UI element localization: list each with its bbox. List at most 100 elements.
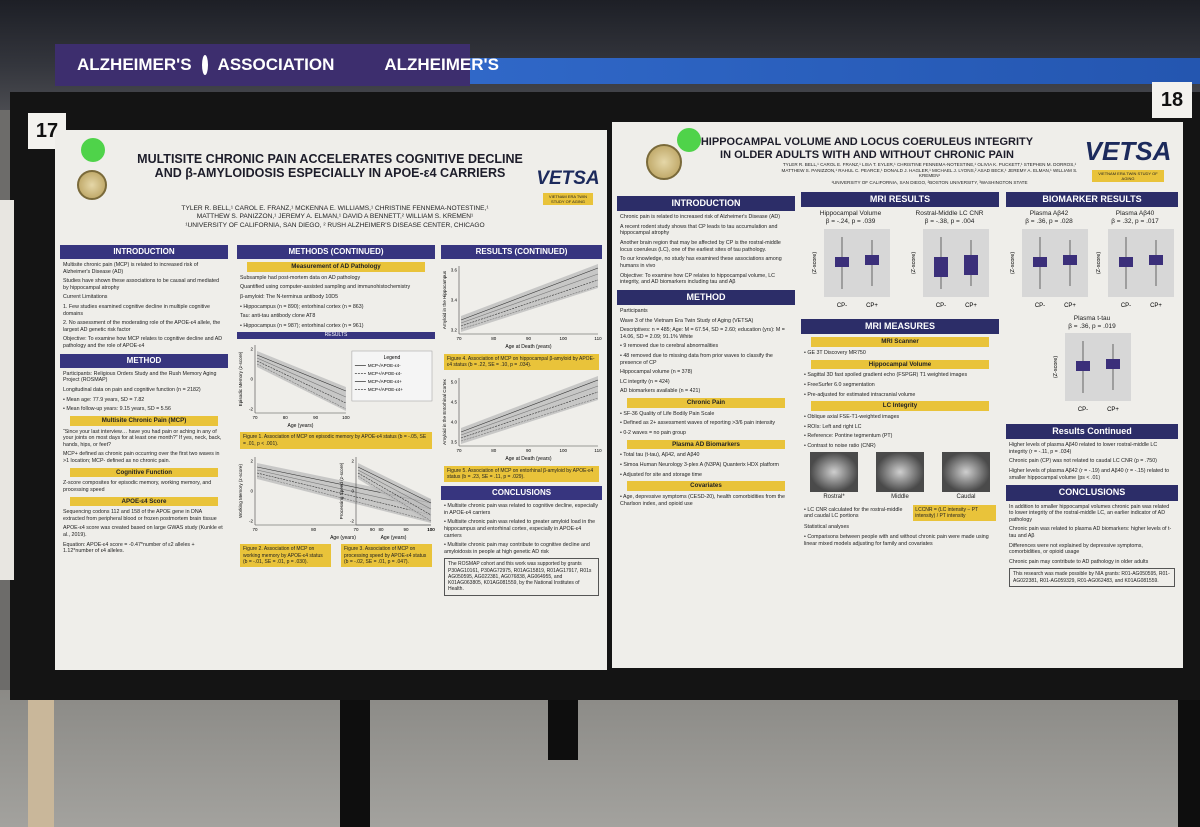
boxplot-panel: Rostral-Middle LC CNR β = -.38, p = .004 (… (909, 210, 991, 315)
boxplot: (Z-score) CP- CP+ (1010, 228, 1088, 309)
paragraph: Chronic pain was related to plasma AD bi… (1009, 526, 1172, 539)
x-tick-label: 80 (283, 415, 289, 420)
section: INTRODUCTION Chronic pain is related to i… (617, 196, 795, 286)
figure-caption: Figure 2. Association of MCP on working … (240, 544, 331, 568)
paragraph: Sequencing codons 112 and 158 of the APO… (63, 509, 217, 522)
confidence-band (358, 462, 431, 523)
trend-line (357, 472, 432, 516)
trend-line (357, 466, 432, 504)
panel-stat: β = .36, p = .028 (1025, 218, 1073, 226)
boxplot: (Z-score) CP- CP+ (911, 228, 989, 309)
poster-title: HIPPOCAMPAL VOLUME AND LOCUS COERULEUS I… (700, 136, 1034, 161)
box (1033, 256, 1047, 267)
subheading: MRI Scanner (811, 337, 989, 348)
group-label: CP- (1078, 407, 1088, 413)
paragraph: Differences were not explained by depres… (1009, 542, 1143, 556)
column: INTRODUCTION Chronic pain is related to i… (617, 196, 795, 664)
x-tick-label: 70 (456, 336, 462, 341)
y-axis-label: Amyloid in the Hippocampus (442, 270, 447, 329)
section-heading: MRI MEASURES (801, 319, 999, 335)
paragraph: Statistical analyses (804, 524, 850, 531)
board-leg (1178, 690, 1200, 827)
group-label: CP+ (1107, 407, 1119, 413)
boxplot: (Z-score) CP- CP+ (812, 228, 890, 309)
figure: Episodic Memory (z-score) Age (years) 70 80… (238, 344, 433, 429)
y-tick-label: 2 (351, 458, 354, 463)
x-tick-label: 100 (559, 448, 567, 453)
university-seal (77, 170, 107, 200)
paragraph: Equation: APOE-ε4 score = -0.47*number o… (63, 541, 195, 555)
paragraph: • Mean age: 77.9 years, SD = 7.82 (63, 396, 145, 403)
trend-line (256, 357, 347, 397)
paragraph: Quantified using computer-assisted sampl… (240, 284, 411, 291)
paragraph: Objective: To examine how MCP relates to… (63, 336, 223, 350)
panel-stat: β = .32, p = .017 (1111, 218, 1159, 226)
section-heading: INTRODUCTION (60, 245, 228, 259)
y-axis-label: Episodic Memory (z-score) (238, 351, 243, 406)
paragraph: A recent rodent study shows that CP lead… (620, 223, 778, 237)
paragraph: • Multisite chronic pain was related to … (444, 503, 599, 516)
funding-note: The ROSMAP cohort and this work was supp… (444, 558, 599, 596)
y-tick-label: 3.4 (451, 298, 458, 303)
section-heading: METHOD (60, 353, 228, 368)
y-axis-label: (Z-score) (1053, 356, 1059, 378)
paragraph: Wave 3 of the Vietnam Era Twin Study of … (620, 317, 754, 324)
paragraph: Chronic pain may contribute to AD pathol… (1009, 558, 1149, 565)
boxplot-row: Hippocampal Volume β = -.24, p = .039 (Z-s… (801, 210, 999, 315)
group-label: CP+ (866, 303, 878, 309)
image-row: Rostral* Middle Caudal (801, 452, 999, 502)
poster: MULTISITE CHRONIC PAIN ACCELERATES COGNI… (55, 130, 607, 670)
y-tick-label: 3.2 (451, 328, 458, 333)
boxplot-row: Plasma Aβ42 β = .36, p = .028 (Z-score) CP-… (1006, 210, 1178, 315)
group-label: CP- (1121, 303, 1131, 309)
mri-slice (810, 452, 858, 493)
column: MRI RESULTS Hippocampal Volume β = -.24, p… (801, 192, 999, 664)
x-tick-label: 90 (526, 336, 532, 341)
paragraph: Objective: To examine how CP relates to … (620, 272, 775, 286)
legend-label: MCP-/APOE-ε4+ (368, 379, 402, 384)
column: INTRODUCTION Multisite chronic pain (MCP)… (60, 245, 228, 655)
x-tick-label: 90 (526, 448, 532, 453)
x-tick-label: 70 (252, 527, 258, 532)
section: CONCLUSIONS In addition to smaller hippoc… (1006, 485, 1178, 587)
box (1119, 256, 1133, 267)
trend-line (460, 279, 599, 327)
figure-row: Working Memory (z-score) Age (years) 70 80 9… (237, 453, 435, 544)
paragraph: Current Limitations (63, 294, 108, 301)
column: RESULTS (CONTINUED) Amyloid in the Hippoc… (441, 245, 602, 655)
banner-text: ALZHEIMER'S (384, 55, 499, 74)
trend-line (256, 354, 347, 391)
paragraph: Tau: anti-tau antibody clone AT8 (240, 313, 316, 320)
paragraph: Multisite chronic pain (MCP) is related … (63, 262, 199, 275)
box (1106, 359, 1120, 370)
box (864, 254, 879, 265)
paragraph: • Multisite chronic pain may contribute … (444, 542, 590, 555)
section: BIOMARKER RESULTS Plasma Aβ42 β = .36, p =… (1006, 192, 1178, 420)
authors: TYLER R. BELL,¹ CAROL E. FRANZ,¹ LISA T.… (781, 162, 1078, 178)
panel-stat: β = .36, p = .019 (1068, 323, 1116, 331)
panel-stat: β = -.24, p = .039 (825, 218, 876, 226)
subheading: Chronic Pain (627, 398, 785, 408)
x-tick-label: 90 (370, 527, 376, 532)
y-axis-label: (Z-score) (1010, 251, 1016, 273)
paragraph: • Age, depressive symptoms (CESD-20), he… (620, 493, 785, 507)
logo: VETSA VIETNAM ERA TWIN STUDY OF AGING (1082, 136, 1174, 185)
y-tick-label: 3.6 (451, 268, 458, 273)
paragraph: • FreeSurfer 6.0 segmentation (804, 382, 875, 389)
section: MRI RESULTS Hippocampal Volume β = -.24, p… (801, 192, 999, 315)
x-tick-label: 90 (403, 527, 409, 532)
paragraph: Higher levels of plasma Aβ40 related to … (1009, 442, 1158, 455)
x-tick-label: 110 (594, 336, 602, 341)
section: INTRODUCTION Multisite chronic pain (MCP)… (60, 245, 228, 350)
paragraph: • Contrast to noise ratio (CNR) (804, 442, 876, 449)
subheading: Plasma AD Biomarkers (627, 439, 785, 450)
affiliations: ¹UNIVERSITY OF CALIFORNIA, SAN DIEGO, ²B… (831, 180, 1028, 185)
paragraph: • Simoa Human Neurology 3-plex A (N3PA) … (620, 462, 779, 469)
subheading: Multisite Chronic Pain (MCP) (70, 415, 218, 426)
y-axis-label: Amyloid in the Entorhinal Cortex (442, 379, 447, 445)
panel-title: Plasma t-tau (1073, 315, 1111, 323)
group-label: CP+ (1064, 303, 1076, 309)
plot-area (922, 228, 989, 297)
x-axis-label: Age (years) (330, 535, 356, 541)
section: RESULTS (CONTINUED) Amyloid in the Hippoc… (441, 245, 602, 483)
